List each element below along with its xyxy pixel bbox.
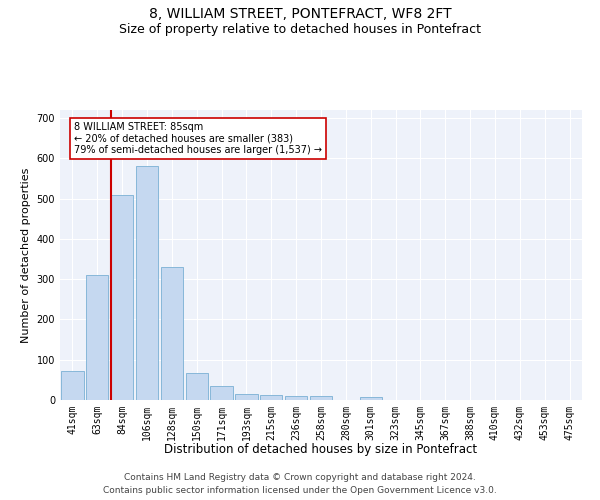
- Bar: [86, 275, 109, 400]
- Bar: [61, 371, 83, 400]
- Bar: [260, 395, 283, 400]
- Bar: [185, 372, 208, 400]
- Bar: [359, 397, 382, 400]
- Bar: [161, 267, 183, 400]
- Text: 8, WILLIAM STREET, PONTEFRACT, WF8 2FT: 8, WILLIAM STREET, PONTEFRACT, WF8 2FT: [149, 8, 451, 22]
- Bar: [235, 394, 257, 400]
- Text: Size of property relative to detached houses in Pontefract: Size of property relative to detached ho…: [119, 22, 481, 36]
- Bar: [111, 194, 133, 400]
- Y-axis label: Number of detached properties: Number of detached properties: [21, 168, 31, 342]
- Bar: [285, 396, 307, 400]
- Bar: [211, 386, 233, 400]
- Text: 8 WILLIAM STREET: 85sqm
← 20% of detached houses are smaller (383)
79% of semi-d: 8 WILLIAM STREET: 85sqm ← 20% of detache…: [74, 122, 322, 156]
- Bar: [136, 166, 158, 400]
- Text: Contains HM Land Registry data © Crown copyright and database right 2024.
Contai: Contains HM Land Registry data © Crown c…: [103, 474, 497, 495]
- Text: Distribution of detached houses by size in Pontefract: Distribution of detached houses by size …: [164, 442, 478, 456]
- Bar: [310, 396, 332, 400]
